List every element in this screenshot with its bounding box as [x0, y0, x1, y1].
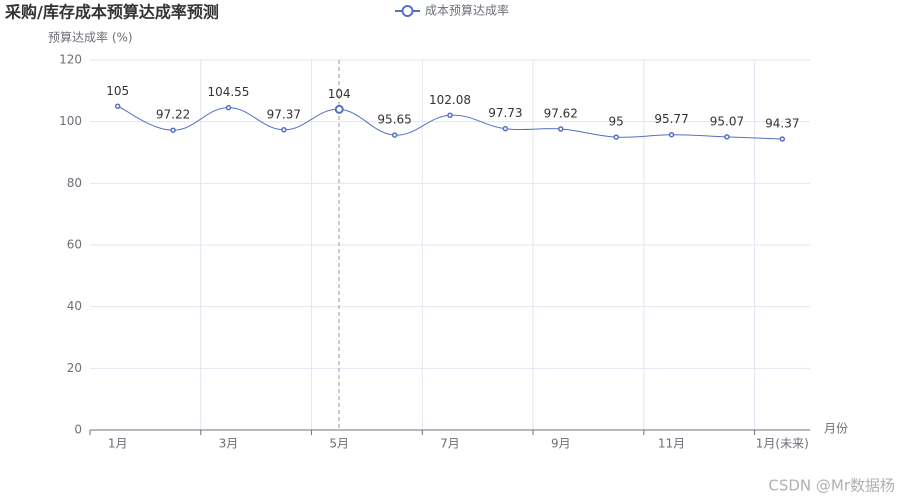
x-tick-label: 7月	[440, 437, 460, 451]
point	[391, 132, 398, 138]
value-label: 94.37	[765, 117, 799, 131]
x-tick-label: 9月	[551, 437, 571, 451]
point	[281, 127, 287, 133]
point	[114, 103, 121, 109]
y-tick-label: 100	[59, 114, 82, 128]
x-tick-label: 11月	[658, 437, 685, 451]
value-label: 97.37	[267, 107, 301, 121]
y-tick-label: 80	[67, 176, 82, 190]
legend-label: 成本预算达成率	[425, 3, 509, 18]
y-tick-label: 120	[59, 53, 82, 67]
point	[668, 131, 675, 138]
legend-marker	[401, 5, 414, 17]
value-label: 95	[609, 115, 624, 129]
y-tick-label: 60	[67, 238, 82, 252]
x-tick-label: 5月	[329, 437, 349, 451]
y-tick-label: 0	[74, 423, 82, 437]
value-label: 104.55	[207, 85, 249, 99]
value-label: 95.77	[654, 112, 688, 126]
value-label: 95.65	[377, 113, 411, 127]
value-label: 105	[106, 84, 129, 98]
value-label: 97.62	[544, 107, 578, 121]
value-label: 97.73	[488, 106, 522, 120]
point	[502, 125, 509, 132]
x-tick-label: 3月	[219, 437, 239, 451]
point	[613, 134, 619, 140]
point	[558, 126, 564, 132]
value-label: 104	[328, 87, 351, 101]
y-tick-label: 20	[67, 361, 82, 375]
point	[724, 134, 730, 140]
point	[334, 104, 344, 114]
point	[447, 112, 453, 119]
value-label: 95.07	[710, 114, 744, 128]
x-tick-label: 1月	[108, 437, 128, 451]
value-label: 97.22	[156, 108, 190, 122]
x-axis-title: 月份	[824, 422, 848, 436]
x-tick-label: 1月(未来)	[756, 437, 809, 451]
point	[170, 127, 176, 133]
y-axis-title: 预算达成率 (%)	[48, 30, 133, 45]
watermark: CSDN @Mr数据杨	[768, 477, 895, 495]
y-tick-label: 40	[67, 299, 82, 313]
point	[779, 136, 786, 142]
value-label: 102.08	[429, 93, 471, 107]
chart-title: 采购/库存成本预算达成率预测	[4, 3, 219, 22]
point	[225, 104, 232, 111]
